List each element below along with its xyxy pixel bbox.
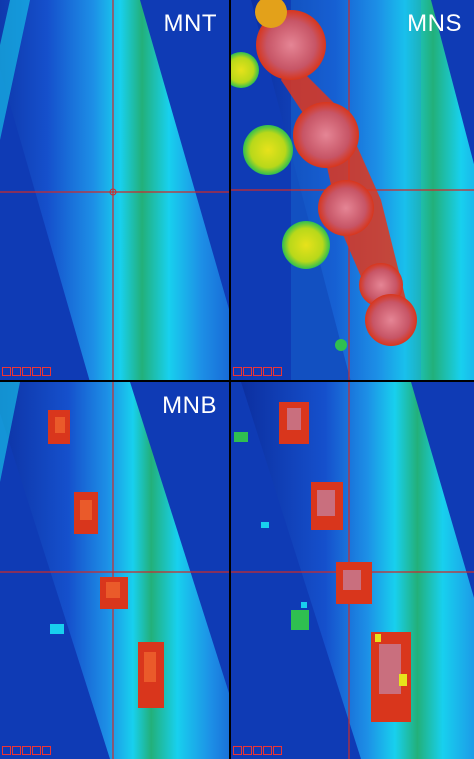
panel-mns-image — [231, 0, 474, 380]
panel-label: MNT — [163, 10, 217, 37]
panel-label: MNS — [407, 10, 462, 37]
scale-bar — [233, 367, 282, 376]
panel-mnb-image — [0, 382, 229, 759]
panel-bottom-right — [231, 382, 474, 759]
scale-bar — [2, 746, 51, 755]
panel-mns: MNS — [231, 0, 474, 382]
scale-bar — [233, 746, 282, 755]
panel-bottom-right-image — [231, 382, 474, 759]
scale-bar — [2, 367, 51, 376]
panel-mnb: MNB — [0, 382, 231, 759]
panel-mnt: MNT — [0, 0, 231, 382]
panel-mnt-image — [0, 0, 229, 380]
panel-label: MNB — [162, 392, 217, 419]
